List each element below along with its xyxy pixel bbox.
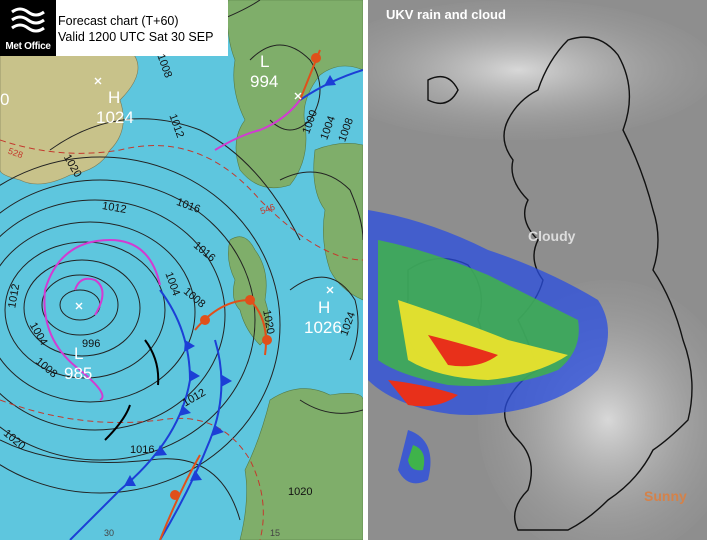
high-1026-value: 1026 [304, 318, 342, 337]
high-1026-type: H [318, 298, 331, 317]
rain-cloud-map [368, 0, 707, 540]
rain-band [368, 210, 608, 484]
rain-cloud-panel: UKV rain and cloud Cloudy Sunny [368, 0, 707, 540]
logo-text: Met Office [5, 41, 51, 52]
low-994-type: L [260, 52, 270, 71]
rain-panel-title: UKV rain and cloud [386, 7, 506, 22]
warm-front [159, 49, 321, 540]
europe-land [239, 388, 363, 540]
high-1024-type: H [108, 88, 121, 107]
isobar-label: 1016 [130, 444, 155, 456]
met-office-logo-icon [11, 7, 45, 33]
edge-label: 30 [104, 528, 115, 538]
isobar-label: 996 [82, 338, 101, 350]
chart-valid-time: Valid 1200 UTC Sat 30 SEP [58, 30, 214, 44]
british-isles-land [228, 236, 270, 346]
centre-markers [75, 77, 334, 310]
forecast-chart-map [0, 0, 363, 540]
panel-divider [363, 0, 368, 540]
edge-label: 15 [270, 528, 281, 538]
thickness-lines [0, 139, 363, 540]
label-sunny: Sunny [644, 488, 687, 504]
chart-title: Forecast chart (T+60) [58, 14, 179, 28]
met-office-logo: Met Office [0, 0, 56, 56]
cloud-band-north [368, 0, 707, 140]
low-985-value: 985 [64, 364, 93, 383]
chart-title-box: Met Office Forecast chart (T+60) Valid 1… [0, 0, 228, 56]
edge-label: 0 [0, 90, 10, 109]
norway-land [313, 143, 363, 301]
low-994-value: 994 [250, 72, 279, 91]
label-cloudy: Cloudy [528, 228, 576, 244]
occluded-front [43, 99, 301, 401]
isobar-label: 1020 [288, 486, 313, 498]
high-1024-value: 1024 [96, 108, 134, 127]
isobars [0, 0, 363, 521]
low-985-type: L [74, 344, 84, 363]
troughs [104, 339, 160, 441]
cold-front [69, 69, 363, 540]
forecast-chart-panel: Met Office Forecast chart (T+60) Valid 1… [0, 0, 363, 540]
